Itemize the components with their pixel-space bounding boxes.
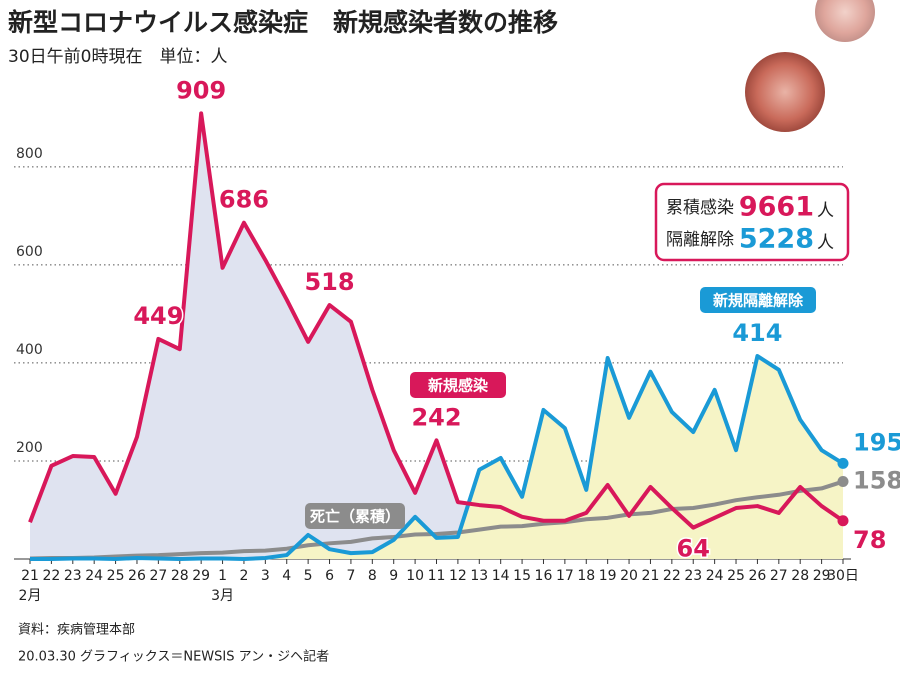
x-tick-label: 10	[406, 568, 424, 584]
data-label: 414	[732, 319, 782, 347]
chart-title: 新型コロナウイルス感染症 新規感染者数の推移	[8, 8, 558, 37]
summary-value: 5228	[739, 224, 814, 255]
x-tick-label: 9	[389, 568, 398, 584]
y-tick-label: 200	[16, 440, 43, 456]
legend-tag	[410, 372, 506, 398]
data-label: 64	[677, 535, 710, 563]
x-tick-label: 3	[261, 568, 270, 584]
source: 資料：疾病管理本部	[18, 623, 135, 638]
x-tick-label: 4	[282, 568, 291, 584]
chart-subtitle: 30日午前0時現在 単位：人	[8, 47, 227, 67]
x-tick-label: 27	[149, 568, 167, 584]
x-tick-label: 29	[192, 568, 210, 584]
x-tick-label: 25	[107, 568, 125, 584]
x-tick-label: 11	[428, 568, 446, 584]
data-label: 909	[176, 76, 226, 104]
credit: 20.03.30 グラフィックス＝NEWSIS アン・ジヘ記者	[18, 649, 329, 665]
summary-label: 累積感染	[666, 198, 734, 218]
x-tick-label: 30日	[827, 568, 859, 584]
end-point	[837, 515, 849, 527]
x-tick-label: 27	[770, 568, 788, 584]
series-line	[28, 111, 845, 530]
x-tick-label: 12	[449, 568, 467, 584]
x-sublabel: 2月	[19, 588, 42, 604]
x-tick-label: 14	[492, 568, 510, 584]
x-tick-label: 24	[85, 568, 103, 584]
x-tick-label: 1	[218, 568, 227, 584]
end-point	[837, 457, 849, 469]
x-tick-label: 24	[706, 568, 724, 584]
x-tick-label: 21	[21, 568, 39, 584]
x-tick-label: 2	[239, 568, 248, 584]
x-tick-label: 19	[599, 568, 617, 584]
x-tick-label: 22	[42, 568, 60, 584]
data-label: 518	[304, 268, 354, 296]
end-point	[837, 476, 849, 488]
x-tick-label: 28	[791, 568, 809, 584]
series-line	[30, 354, 845, 561]
x-tick-label: 26	[749, 568, 767, 584]
legend-label: 新規隔離解除	[713, 292, 804, 310]
x-tick-label: 7	[346, 568, 355, 584]
summary-unit: 人	[817, 201, 834, 221]
x-tick-label: 23	[684, 568, 702, 584]
data-label: 449	[133, 302, 183, 330]
legend-label: 新規感染	[428, 377, 489, 395]
x-tick-label: 5	[304, 568, 313, 584]
y-tick-label: 400	[16, 342, 43, 358]
x-tick-label: 28	[171, 568, 189, 584]
x-tick-label: 21	[642, 568, 660, 584]
x-sublabel: 3月	[211, 588, 234, 604]
summary-unit: 人	[817, 233, 834, 253]
legend-tag	[305, 503, 405, 529]
summary-label: 隔離解除	[666, 230, 734, 250]
summary-box	[654, 182, 850, 262]
x-tick-label: 8	[368, 568, 377, 584]
data-label: 242	[411, 403, 461, 431]
x-tick-label: 23	[64, 568, 82, 584]
data-label: 686	[219, 186, 269, 214]
x-tick-label: 20	[620, 568, 638, 584]
x-tick-label: 22	[663, 568, 681, 584]
x-tick-label: 29	[813, 568, 831, 584]
x-tick-label: 17	[556, 568, 574, 584]
series-area	[30, 113, 843, 559]
legend-label: 死亡（累積）	[310, 508, 400, 526]
data-label: 158	[853, 467, 900, 495]
legend-tag	[700, 287, 816, 313]
x-tick-label: 25	[727, 568, 745, 584]
x-tick-label: 18	[577, 568, 595, 584]
x-tick-label: 16	[535, 568, 553, 584]
x-tick-label: 6	[325, 568, 334, 584]
x-tick-label: 26	[128, 568, 146, 584]
y-tick-label: 800	[16, 146, 43, 162]
y-tick-label: 600	[16, 244, 43, 260]
x-tick-label: 13	[470, 568, 488, 584]
x-tick-label: 15	[513, 568, 531, 584]
data-label: 78	[853, 526, 886, 554]
virus-illustration	[745, 0, 875, 132]
series-line	[29, 479, 844, 561]
data-label: 195	[853, 428, 900, 456]
series-area	[30, 356, 843, 559]
summary-value: 9661	[739, 192, 814, 223]
